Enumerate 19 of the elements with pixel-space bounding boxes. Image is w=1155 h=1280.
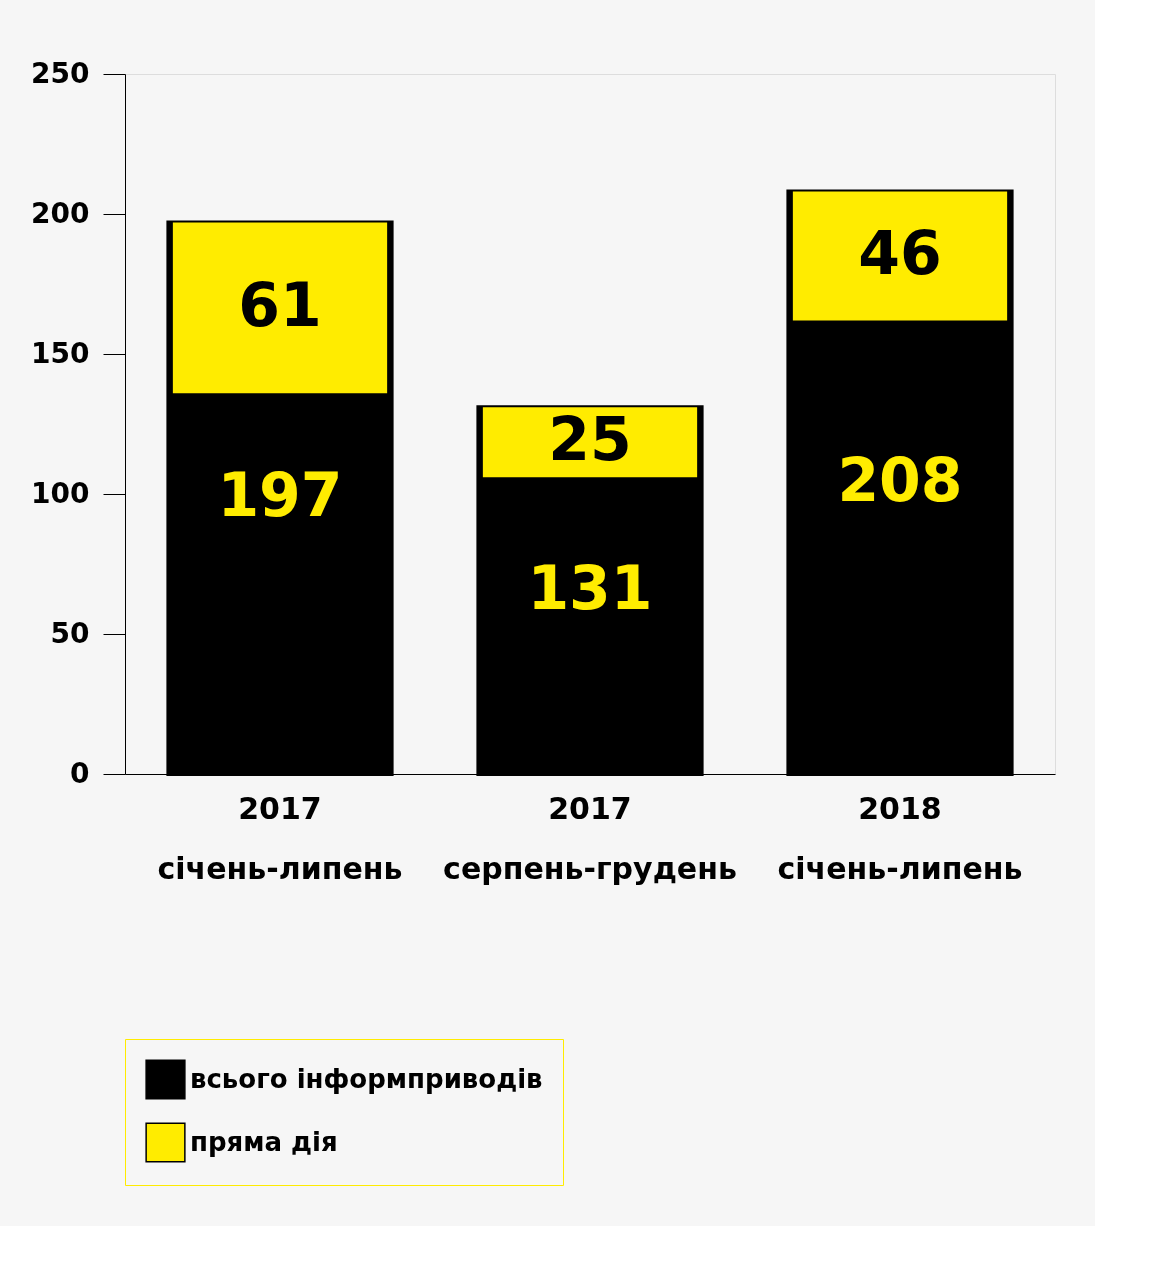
x-tick-label: 2018 січень-липень [777,790,1023,886]
data-label: 197 [217,460,343,531]
x-tick-label: 2017 серпень-грудень [443,790,737,886]
x-tick-label: 2017 січень-липень [157,790,403,886]
y-tick-label: 0 [70,756,90,790]
legend-label: пряма дія [190,1126,338,1157]
data-label: 131 [527,552,653,623]
y-tick-label: 100 [31,476,90,510]
legend-label: всього інформприводів [190,1063,543,1094]
y-tick-label: 50 [50,616,90,650]
bar [172,222,388,394]
y-tick-label: 250 [31,56,90,90]
data-label: 208 [837,444,963,515]
data-label: 61 [238,269,322,340]
y-tick-label: 200 [31,196,90,230]
data-label: 46 [858,218,942,288]
y-tick-label: 150 [31,336,90,370]
bar [792,191,1008,321]
data-label: 25 [548,404,632,475]
